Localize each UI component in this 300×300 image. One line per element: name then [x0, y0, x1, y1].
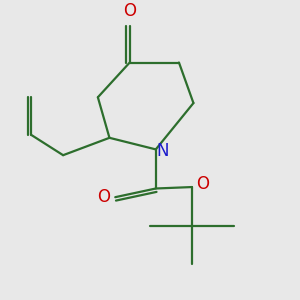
Text: O: O	[196, 175, 209, 193]
Text: O: O	[123, 2, 136, 20]
Text: N: N	[157, 142, 169, 160]
Text: O: O	[97, 188, 110, 206]
